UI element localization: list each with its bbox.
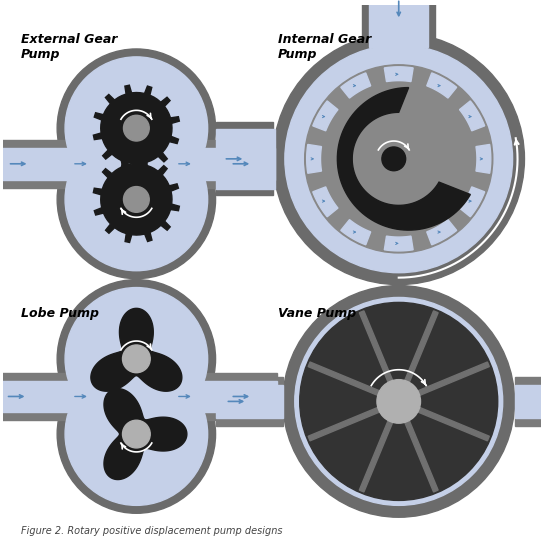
Polygon shape (341, 73, 370, 98)
Circle shape (57, 355, 215, 513)
Polygon shape (384, 236, 413, 251)
Circle shape (65, 57, 208, 199)
Bar (0, 380, 277, 412)
Polygon shape (403, 311, 438, 386)
Circle shape (122, 345, 150, 373)
Bar (369, 0, 429, 47)
Polygon shape (313, 101, 338, 131)
Polygon shape (359, 311, 394, 386)
Bar (515, 385, 544, 418)
Circle shape (57, 120, 215, 279)
Polygon shape (359, 417, 394, 492)
Polygon shape (426, 73, 456, 98)
Circle shape (300, 302, 498, 500)
Polygon shape (91, 308, 182, 391)
Text: Lobe Pump: Lobe Pump (21, 307, 98, 320)
Bar (0, 373, 277, 420)
Circle shape (65, 288, 208, 430)
Text: Vane Pump: Vane Pump (278, 307, 356, 320)
Bar (215, 377, 283, 426)
Circle shape (382, 147, 406, 171)
Polygon shape (460, 101, 485, 131)
Bar (215, 129, 275, 189)
Circle shape (122, 420, 150, 448)
Polygon shape (460, 187, 485, 217)
Polygon shape (104, 389, 187, 480)
Polygon shape (308, 362, 383, 397)
Circle shape (295, 298, 503, 505)
Polygon shape (384, 67, 413, 82)
Polygon shape (403, 417, 438, 492)
Circle shape (57, 280, 215, 438)
Polygon shape (414, 362, 489, 397)
Polygon shape (94, 85, 180, 171)
Bar (215, 385, 283, 418)
Polygon shape (337, 88, 471, 230)
Polygon shape (414, 406, 489, 441)
Circle shape (273, 33, 524, 285)
Circle shape (123, 115, 149, 141)
Circle shape (65, 128, 208, 270)
Circle shape (123, 186, 149, 212)
Polygon shape (341, 220, 370, 245)
Polygon shape (308, 406, 383, 441)
Polygon shape (307, 145, 322, 173)
Bar (215, 122, 273, 196)
Circle shape (305, 65, 493, 253)
Polygon shape (94, 157, 180, 242)
Text: Internal Gear
Pump: Internal Gear Pump (278, 33, 371, 61)
Polygon shape (476, 145, 491, 173)
Bar (515, 377, 544, 426)
Bar (362, 0, 435, 45)
Circle shape (65, 363, 208, 505)
Polygon shape (313, 187, 338, 217)
Circle shape (377, 379, 421, 423)
Circle shape (283, 286, 515, 517)
Polygon shape (344, 108, 443, 209)
Circle shape (285, 45, 512, 273)
Bar (0, 140, 275, 188)
Polygon shape (426, 220, 456, 245)
Text: Figure 2. Rotary positive displacement pump designs: Figure 2. Rotary positive displacement p… (21, 526, 282, 536)
Text: External Gear
Pump: External Gear Pump (21, 33, 117, 61)
Circle shape (57, 49, 215, 208)
Bar (0, 148, 275, 179)
